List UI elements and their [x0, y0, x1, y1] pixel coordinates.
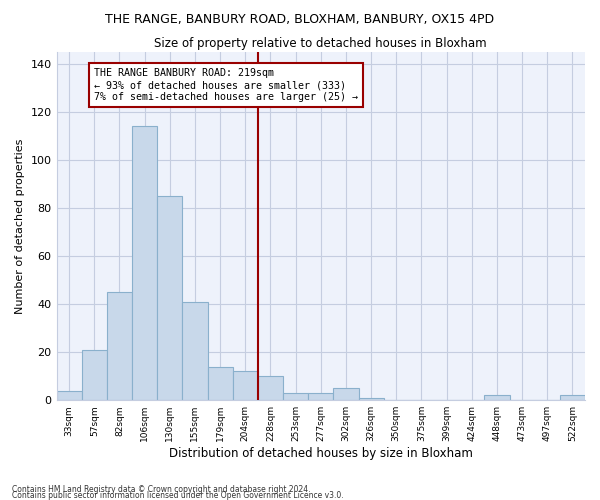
- Title: Size of property relative to detached houses in Bloxham: Size of property relative to detached ho…: [154, 38, 487, 51]
- Bar: [308, 393, 334, 400]
- Bar: [334, 388, 359, 400]
- Bar: [182, 302, 208, 400]
- Bar: [56, 390, 82, 400]
- X-axis label: Distribution of detached houses by size in Bloxham: Distribution of detached houses by size …: [169, 447, 473, 460]
- Bar: [560, 396, 585, 400]
- Bar: [258, 376, 283, 400]
- Bar: [484, 396, 509, 400]
- Text: Contains HM Land Registry data © Crown copyright and database right 2024.: Contains HM Land Registry data © Crown c…: [12, 485, 311, 494]
- Bar: [132, 126, 157, 400]
- Bar: [107, 292, 132, 400]
- Bar: [82, 350, 107, 400]
- Text: THE RANGE BANBURY ROAD: 219sqm
← 93% of detached houses are smaller (333)
7% of : THE RANGE BANBURY ROAD: 219sqm ← 93% of …: [94, 68, 358, 102]
- Bar: [233, 372, 258, 400]
- Text: Contains public sector information licensed under the Open Government Licence v3: Contains public sector information licen…: [12, 490, 344, 500]
- Bar: [157, 196, 182, 400]
- Bar: [208, 366, 233, 400]
- Y-axis label: Number of detached properties: Number of detached properties: [15, 138, 25, 314]
- Bar: [283, 393, 308, 400]
- Text: THE RANGE, BANBURY ROAD, BLOXHAM, BANBURY, OX15 4PD: THE RANGE, BANBURY ROAD, BLOXHAM, BANBUR…: [106, 12, 494, 26]
- Bar: [359, 398, 383, 400]
